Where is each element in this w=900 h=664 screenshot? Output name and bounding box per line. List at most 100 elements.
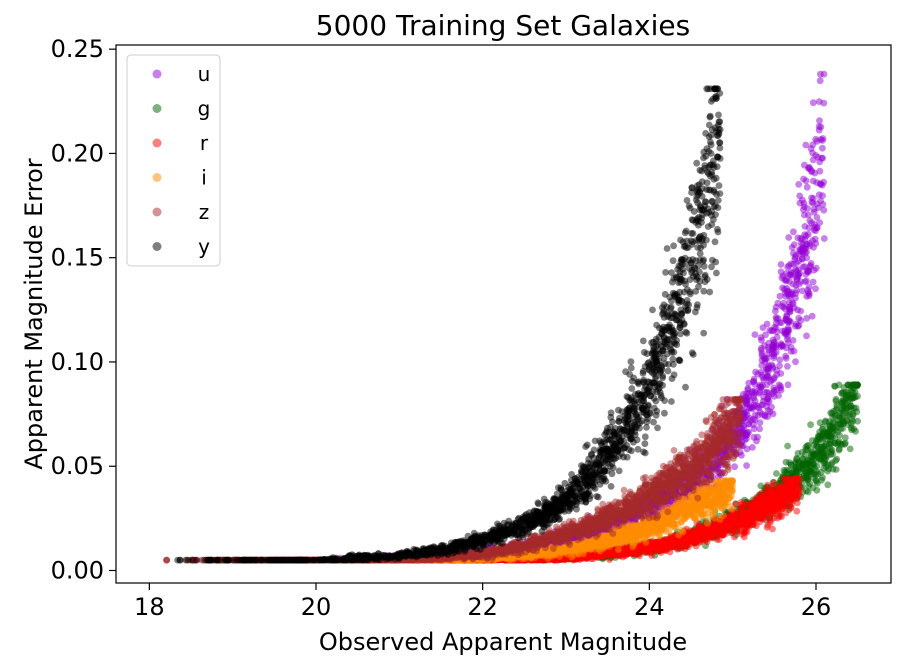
data-point [817, 455, 825, 463]
data-point [838, 406, 846, 414]
data-point [828, 459, 836, 467]
data-point [754, 433, 761, 441]
data-point [773, 333, 781, 341]
data-point [840, 420, 848, 427]
data-point [775, 381, 783, 389]
data-point [803, 314, 811, 322]
data-point [777, 261, 785, 268]
data-point [805, 224, 813, 232]
data-point [805, 267, 813, 274]
data-point [766, 326, 774, 334]
data-point [792, 252, 800, 259]
data-point [793, 507, 801, 515]
data-point [803, 183, 811, 191]
data-point [812, 478, 820, 485]
data-point [743, 462, 750, 469]
data-point [772, 324, 780, 332]
data-point [802, 446, 810, 454]
data-point [812, 285, 819, 293]
data-point [749, 405, 756, 413]
data-point [854, 417, 861, 425]
data-point [761, 411, 769, 419]
data-point [772, 307, 779, 315]
data-point [838, 398, 846, 405]
data-point [790, 304, 798, 312]
data-point [790, 228, 797, 236]
data-point [809, 278, 817, 286]
data-point [785, 339, 792, 346]
data-point [831, 440, 839, 447]
data-point [785, 262, 793, 269]
data-point [783, 311, 791, 319]
data-point [853, 408, 861, 416]
data-point [812, 471, 820, 479]
data-point [797, 239, 805, 247]
data-point [813, 214, 821, 221]
data-point [770, 384, 777, 392]
data-point [819, 135, 827, 142]
data-point [745, 420, 753, 428]
data-point [809, 156, 817, 164]
data-point [816, 117, 823, 125]
data-point [832, 406, 840, 414]
data-point [804, 230, 812, 238]
data-point [822, 463, 830, 470]
data-point [805, 292, 813, 300]
data-point [819, 474, 826, 481]
data-point [807, 421, 814, 429]
data-point [841, 434, 849, 442]
data-point [804, 205, 811, 212]
data-point [758, 336, 765, 344]
data-point [797, 317, 805, 324]
data-point [770, 350, 778, 357]
data-point [785, 318, 793, 325]
data-point [805, 461, 813, 468]
data-point [782, 354, 790, 362]
data-point [784, 363, 791, 370]
data-point [773, 470, 780, 477]
data-point [831, 382, 838, 390]
data-point [820, 206, 828, 214]
data-point [819, 423, 827, 431]
data-point [776, 319, 784, 326]
data-point [751, 331, 759, 338]
data-point [816, 77, 824, 85]
data-point [785, 303, 793, 311]
data-point [820, 70, 828, 78]
data-point [799, 287, 806, 295]
data-point [811, 223, 819, 231]
data-point [758, 346, 765, 354]
data-point [799, 263, 807, 271]
data-point [803, 277, 810, 285]
data-point [835, 446, 843, 454]
data-point [816, 167, 824, 175]
data-point [778, 274, 786, 282]
data-point [750, 375, 758, 383]
data-point [763, 388, 771, 396]
data-point [792, 358, 799, 366]
data-point [815, 123, 823, 130]
data-point [824, 481, 832, 489]
data-point [803, 332, 810, 340]
data-point [810, 266, 818, 274]
data-point [795, 280, 803, 288]
data-point [819, 201, 827, 208]
data-point [782, 344, 790, 352]
data-point [811, 235, 819, 243]
data-point [796, 192, 804, 200]
data-point [785, 326, 793, 334]
data-point [762, 355, 769, 363]
data-point [784, 381, 792, 389]
data-point [848, 426, 855, 434]
data-point [844, 392, 852, 400]
data-point [816, 219, 824, 227]
data-point [786, 278, 793, 285]
data-point [768, 377, 775, 384]
data-point [765, 339, 773, 347]
data-point [792, 290, 800, 297]
data-point [849, 381, 856, 389]
data-point [841, 440, 849, 448]
data-point [816, 158, 824, 166]
data-point [770, 393, 778, 400]
